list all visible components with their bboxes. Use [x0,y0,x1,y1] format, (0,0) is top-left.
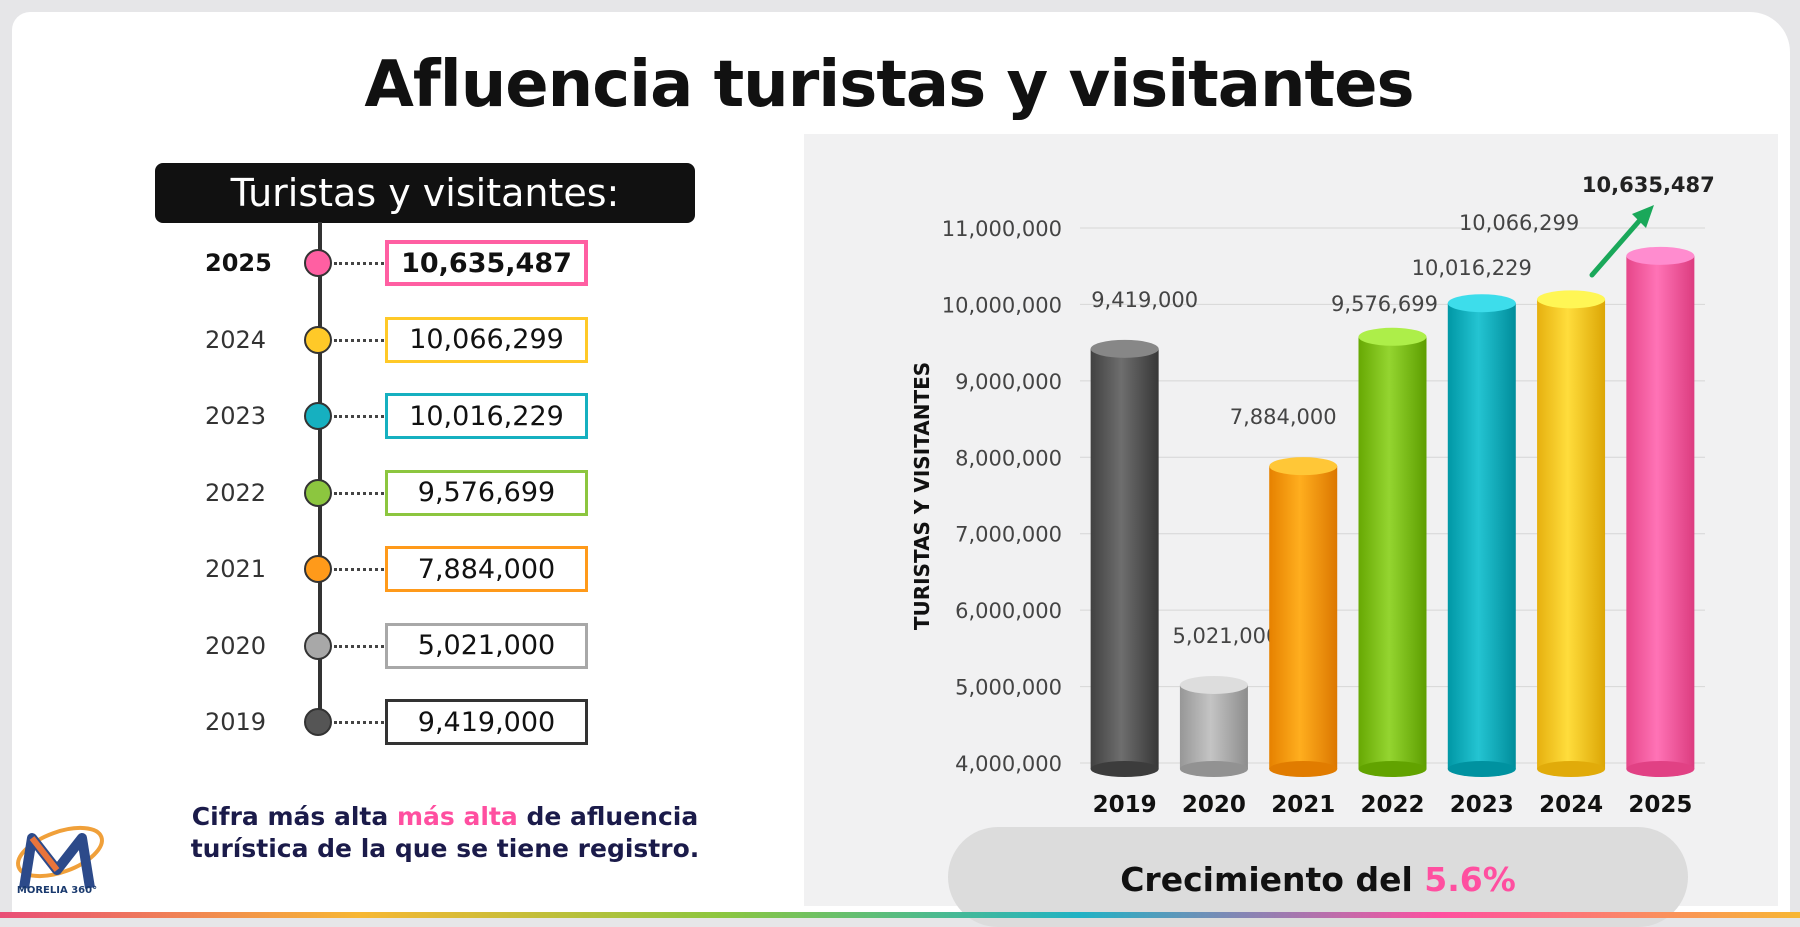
y-tick-label: 8,000,000 [955,446,1062,470]
timeline-line [318,222,322,730]
y-tick-label: 10,000,000 [942,293,1062,317]
timeline-dot [304,555,332,583]
growth-value: 5.6% [1424,860,1516,899]
bar-cap [1626,246,1695,265]
bar-cap [1447,294,1516,313]
y-tick-label: 7,000,000 [955,523,1062,547]
x-tick-label: 2022 [1360,792,1424,818]
data-label: 9,419,000 [1091,288,1198,312]
caption-highlight: más alta [396,802,518,831]
timeline-year-5: 2020 [205,631,267,660]
growth-arrow [1589,217,1643,278]
bar-cap [1537,290,1606,309]
bar-2024 [1537,299,1606,769]
timeline-dot [304,631,332,660]
bar-base [1090,761,1159,777]
bar-base [1537,761,1606,777]
bar-2020 [1179,684,1248,769]
timeline-connector [334,415,384,418]
timeline-connector [334,491,384,495]
x-tick-label: 2020 [1182,792,1246,818]
y-tick-label: 5,000,000 [955,676,1062,700]
bar-2025 [1626,255,1695,770]
y-axis-label: TURISTAS Y VISITANTES [910,362,934,630]
x-tick-label: 2019 [1093,792,1157,818]
caption-part3: de afluencia turística de la que se tien… [190,802,700,863]
bar-cap [1269,457,1338,476]
caption: Cifra más alta más alta de afluencia tur… [130,801,760,865]
y-tick-label: 9,000,000 [955,370,1062,394]
timeline-dot [304,708,332,736]
timeline-dot [304,325,332,354]
timeline-year-1: 2024 [205,325,267,354]
timeline-connector [334,721,384,724]
bar-cap [1358,327,1427,346]
y-tick-label: 6,000,000 [955,599,1062,623]
data-label: 10,016,229 [1412,256,1532,280]
data-label: 10,066,299 [1459,211,1579,235]
timeline-year-0: 2025 [205,249,272,277]
bar-cap [1090,339,1159,358]
bar-base [1269,761,1338,777]
x-tick-label: 2024 [1539,792,1603,818]
bar-base [1447,761,1516,777]
bar-2021 [1269,466,1338,769]
logo-text: MORELIA 360° [16,885,98,896]
bar-2019 [1090,348,1159,769]
timeline-value-box: 10,016,229 [385,393,588,439]
data-label: 10,635,487 [1582,173,1715,197]
data-label: 9,576,699 [1331,292,1438,316]
timeline-dot [304,478,332,507]
timeline-connector [334,262,384,265]
x-tick-label: 2023 [1450,792,1514,818]
timeline-value-box: 10,066,299 [385,316,588,363]
timeline-year-4: 2021 [205,555,267,583]
caption-part1: Cifra más alta [191,802,397,831]
page-title: Afluencia turistas y visitantes [364,48,1414,122]
growth-label: Crecimiento del [1120,860,1425,899]
timeline-connector [334,644,384,648]
timeline-header: Turistas y visitantes: [155,163,695,223]
bar-base [1626,761,1695,777]
timeline-value-box: 9,576,699 [385,469,588,516]
logo-icon [16,825,104,889]
bar-cap [1179,675,1248,694]
timeline-value-box: 5,021,000 [385,622,588,669]
color-strip [0,912,1800,918]
timeline-value-box: 7,884,000 [385,546,588,592]
timeline-year-3: 2022 [205,478,267,507]
y-tick-label: 4,000,000 [955,752,1062,776]
data-label: 5,021,000 [1172,624,1279,648]
bar-base [1358,761,1427,777]
timeline-value-box: 10,635,487 [385,240,588,286]
timeline-connector [334,338,384,342]
timeline-value-box: 9,419,000 [385,699,588,745]
timeline-dot [304,249,332,277]
bar-base [1179,761,1248,777]
timeline-dot [304,402,332,430]
x-tick-label: 2021 [1271,792,1335,818]
bar-2022 [1358,336,1427,769]
timeline-year-2: 2023 [205,402,267,430]
timeline-year-6: 2019 [205,708,267,736]
bar-2023 [1447,303,1516,769]
data-label: 7,884,000 [1230,405,1337,429]
growth-arrow-head [1632,205,1654,228]
timeline-connector [334,568,384,571]
growth-text: Crecimiento del 5.6% [948,860,1688,899]
x-tick-label: 2025 [1628,792,1692,818]
y-tick-label: 11,000,000 [942,217,1062,241]
growth-pill [948,827,1688,927]
